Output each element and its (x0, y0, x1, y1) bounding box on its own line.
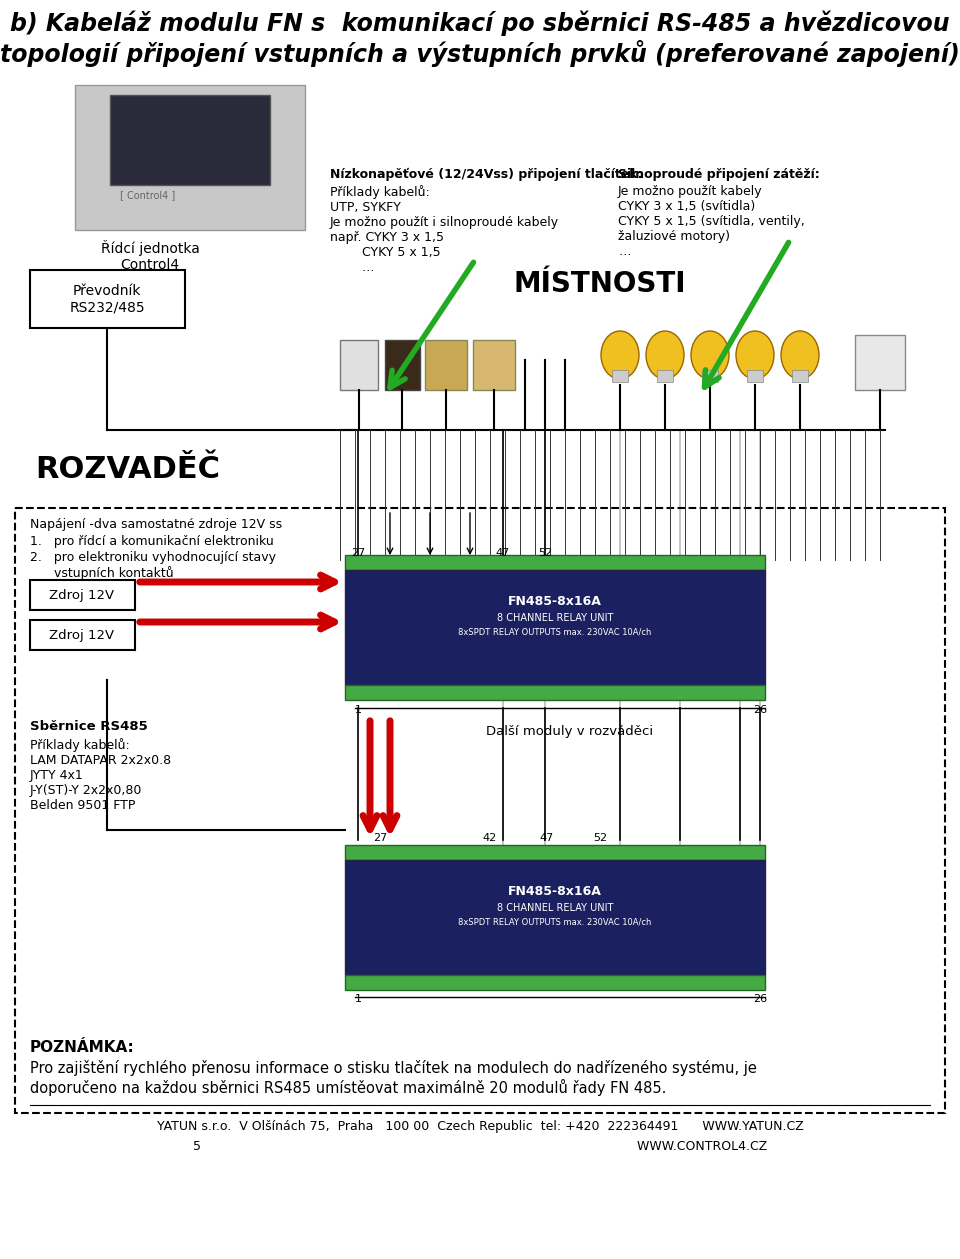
Ellipse shape (601, 331, 639, 379)
Text: FN485-8x16A: FN485-8x16A (508, 596, 602, 608)
Bar (425, 340, 467, 390)
Text: Zdroj 12V: Zdroj 12V (49, 589, 114, 602)
Text: 26: 26 (753, 995, 767, 1003)
Bar (75, 86, 305, 230)
Bar (15, 507, 945, 1113)
Text: Řídcí jednotka
Control4: Řídcí jednotka Control4 (101, 240, 200, 272)
Text: 8xSPDT RELAY OUTPUTS max. 230VAC 10A/ch: 8xSPDT RELAY OUTPUTS max. 230VAC 10A/ch (458, 917, 652, 927)
Bar (473, 340, 515, 390)
Text: Silnoproudé připojení zátěží:: Silnoproudé připojení zátěží: (618, 167, 820, 181)
Bar (110, 94, 270, 185)
Text: Sběrnice RS485: Sběrnice RS485 (30, 720, 148, 733)
Bar (345, 570, 765, 685)
Text: Nízkonapěťové (12/24Vss) připojení tlačítek:: Nízkonapěťové (12/24Vss) připojení tlačí… (330, 167, 642, 181)
Text: Příklady kabelů:
UTP, SYKFY
Je možno použít i silnoproudé kabely
např. CYKY 3 x : Příklady kabelů: UTP, SYKFY Je možno pou… (330, 185, 559, 274)
Text: POZNÁMKA:: POZNÁMKA: (30, 1040, 134, 1055)
Text: 8 CHANNEL RELAY UNIT: 8 CHANNEL RELAY UNIT (497, 613, 613, 623)
Text: [ Control4 ]: [ Control4 ] (120, 190, 176, 200)
Text: YATUN s.r.o.  V Olšínách 75,  Praha   100 00  Czech Republic  tel: +420  2223644: YATUN s.r.o. V Olšínách 75, Praha 100 00… (156, 1121, 804, 1133)
Text: topologií připojení vstupních a výstupních prvků (preferované zapojení): topologií připojení vstupních a výstupní… (0, 40, 960, 67)
Bar (855, 335, 905, 390)
Ellipse shape (736, 331, 774, 379)
Text: Další moduly v rozváděci: Další moduly v rozváděci (487, 725, 654, 738)
Text: 2.   pro elektroniku vyhodnocující stavy
      vstupních kontaktů: 2. pro elektroniku vyhodnocující stavy v… (30, 551, 276, 580)
Text: 27: 27 (372, 833, 387, 844)
Bar (345, 845, 765, 860)
Text: 5                                                                               : 5 (193, 1139, 767, 1153)
Text: b) Kabeláž modulu FN s  komunikací po sběrnici RS-485 a hvězdicovou: b) Kabeláž modulu FN s komunikací po sbě… (11, 10, 949, 35)
Bar (345, 974, 765, 990)
Bar (792, 370, 808, 381)
Text: FN485-8x16A: FN485-8x16A (508, 885, 602, 898)
Bar (340, 340, 378, 390)
Text: 42: 42 (483, 833, 497, 844)
Bar (30, 580, 135, 611)
Bar (612, 370, 628, 381)
Text: 52: 52 (538, 548, 552, 558)
Text: 47: 47 (496, 548, 510, 558)
Text: 1.   pro řídcí a komunikační elektroniku: 1. pro řídcí a komunikační elektroniku (30, 535, 274, 548)
Text: 26: 26 (753, 705, 767, 715)
Ellipse shape (646, 331, 684, 379)
Text: 47: 47 (540, 833, 554, 844)
Bar (747, 370, 763, 381)
Bar (702, 370, 718, 381)
Bar (345, 555, 765, 570)
Bar (345, 860, 765, 974)
Text: Napájení -dva samostatné zdroje 12V ss: Napájení -dva samostatné zdroje 12V ss (30, 517, 282, 531)
Text: 8 CHANNEL RELAY UNIT: 8 CHANNEL RELAY UNIT (497, 903, 613, 913)
Text: 52: 52 (593, 833, 607, 844)
Text: Zdroj 12V: Zdroj 12V (49, 630, 114, 642)
Bar (30, 269, 185, 329)
Text: 27: 27 (350, 548, 365, 558)
Text: Převodník
RS232/485: Převodník RS232/485 (69, 285, 145, 315)
Text: MÍSTNOSTI: MÍSTNOSTI (514, 269, 686, 298)
Bar (385, 340, 420, 390)
Text: 8xSPDT RELAY OUTPUTS max. 230VAC 10A/ch: 8xSPDT RELAY OUTPUTS max. 230VAC 10A/ch (458, 627, 652, 636)
Bar (345, 685, 765, 700)
Ellipse shape (691, 331, 729, 379)
Bar (30, 619, 135, 650)
Text: Příklady kabelů:
LAM DATAPAR 2x2x0.8
JYTY 4x1
J-Y(ST)-Y 2x2x0,80
Belden 9501 FTP: Příklady kabelů: LAM DATAPAR 2x2x0.8 JYT… (30, 738, 171, 812)
Text: 1: 1 (354, 705, 362, 715)
Ellipse shape (781, 331, 819, 379)
Text: Pro zajištění rychlého přenosu informace o stisku tlačítek na modulech do nadříz: Pro zajištění rychlého přenosu informace… (30, 1060, 756, 1095)
Text: Je možno použít kabely
CYKY 3 x 1,5 (svítidla)
CYKY 5 x 1,5 (svítidla, ventily,
: Je možno použít kabely CYKY 3 x 1,5 (sví… (618, 185, 804, 258)
Text: 1: 1 (354, 995, 362, 1003)
Text: ROZVADĚČ: ROZVADĚČ (35, 454, 220, 483)
Bar (657, 370, 673, 381)
